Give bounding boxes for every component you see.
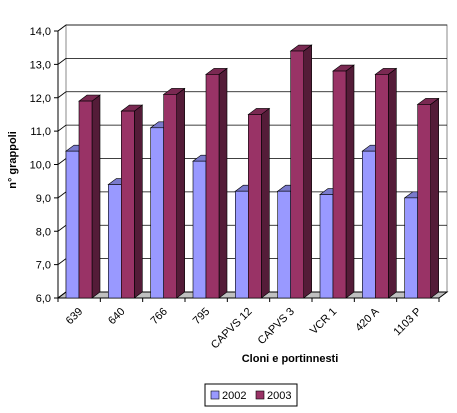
bar — [289, 44, 313, 299]
x-tick-label: 1103 P — [391, 306, 424, 339]
grid-line — [57, 58, 67, 65]
bar-front — [163, 94, 177, 299]
bar-side — [303, 44, 312, 299]
bar-side — [261, 107, 270, 299]
y-tick-label: 12,0 — [30, 93, 51, 105]
bar-front — [404, 197, 418, 299]
bar-front — [65, 150, 80, 299]
legend-box — [204, 383, 298, 407]
legend-label: 2003 — [267, 390, 291, 402]
bar — [332, 64, 355, 299]
bar — [416, 97, 440, 299]
bar — [120, 104, 144, 299]
grid-line — [57, 291, 67, 299]
bar-front — [192, 160, 207, 299]
bar-side — [134, 104, 143, 299]
legend: 2002 2003 — [204, 383, 298, 407]
bar — [247, 107, 271, 299]
bar-front — [332, 70, 347, 299]
y-tick-label: 7,0 — [36, 260, 51, 272]
bar-front — [235, 190, 249, 299]
y-axis-title: n° grappoli — [7, 131, 19, 189]
bar-front — [150, 127, 164, 299]
bar — [374, 67, 398, 299]
bar-front — [108, 184, 122, 299]
y-tick-label: 9,0 — [36, 193, 51, 205]
bar — [78, 94, 101, 299]
y-tick-label: 8,0 — [36, 226, 51, 238]
x-axis-title: Cloni e portinnesti — [242, 353, 339, 365]
y-tick-label: 6,0 — [36, 293, 51, 305]
grid-line — [57, 158, 67, 165]
grid-line — [57, 124, 67, 132]
bar — [205, 67, 228, 299]
y-tick-label: 11,0 — [30, 126, 51, 138]
bar-front — [375, 74, 389, 299]
x-tick-label: 795 — [191, 306, 212, 327]
bar-side — [176, 87, 185, 299]
legend-swatch — [255, 390, 265, 400]
x-tick-label: 766 — [148, 306, 169, 327]
x-tick-label: 640 — [106, 306, 127, 327]
bar-side — [345, 64, 355, 299]
bar-front — [205, 74, 220, 299]
x-tick-label: CAPVS 12 — [209, 306, 255, 352]
grid-line — [57, 91, 67, 99]
bar-front — [290, 50, 304, 299]
bar-front — [417, 104, 431, 299]
bar-side — [218, 67, 228, 299]
bar-front — [277, 190, 291, 299]
y-tick-label: 14,0 — [30, 26, 51, 38]
bar-front — [319, 194, 334, 299]
y-tick-label: 10,0 — [30, 160, 51, 172]
grid-line — [57, 258, 67, 265]
bar-front — [248, 114, 262, 299]
legend-swatch — [210, 390, 220, 400]
bar-side — [430, 97, 439, 299]
grid-line — [57, 24, 67, 32]
bar-front — [78, 100, 93, 299]
bar-front — [362, 150, 376, 299]
x-tick-label: CAPVS 3 — [256, 306, 297, 347]
x-tick-label: 639 — [64, 306, 85, 327]
x-tick-label: VCR 1 — [308, 306, 339, 337]
bar-side — [91, 94, 101, 299]
bar-side — [388, 67, 397, 299]
bar-front — [121, 110, 135, 299]
legend-label: 2002 — [222, 390, 246, 402]
grid-line — [57, 191, 67, 199]
grid-line — [57, 224, 67, 232]
bar — [162, 87, 186, 299]
x-tick-label: 420 A — [353, 305, 382, 334]
y-tick-label: 13,0 — [30, 59, 51, 71]
